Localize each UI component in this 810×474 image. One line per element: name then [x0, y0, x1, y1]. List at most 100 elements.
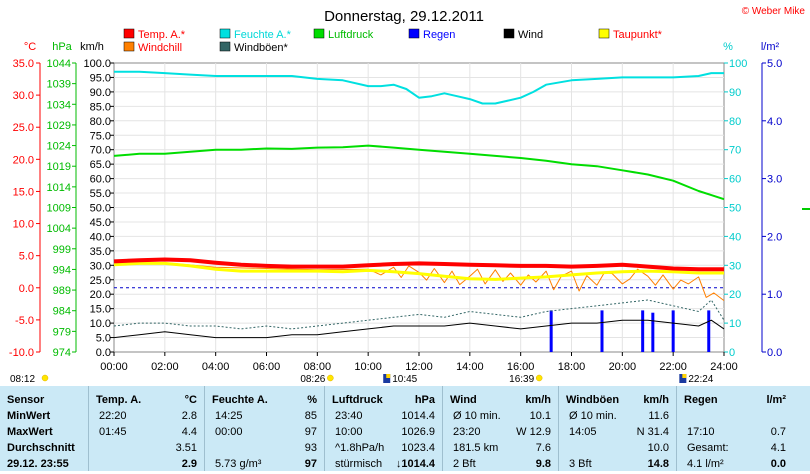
- stats-row: 01:45 4.4: [89, 426, 205, 442]
- pressure-tick-label: 999: [53, 244, 71, 256]
- sun-event-label: 10:45: [392, 374, 417, 385]
- stats-cell-value: 14.8: [647, 458, 669, 470]
- stats-header-row: Luftdruck hPa: [325, 394, 443, 410]
- stats-header-row: Sensor: [0, 394, 88, 410]
- legend-swatch: [219, 41, 231, 52]
- moon-icon-fill: [386, 374, 391, 378]
- legend-swatch: [313, 28, 325, 39]
- time-tick-label: 20:00: [609, 361, 637, 373]
- wind-tick-label: 60.0: [90, 174, 111, 186]
- pressure-tick-label: 1034: [47, 99, 71, 111]
- stats-unit: hPa: [414, 394, 435, 406]
- stats-row-label: MaxWert: [7, 426, 53, 438]
- sun-event-label: 08:12: [10, 374, 35, 385]
- stats-row-label: MinWert: [7, 410, 51, 422]
- humidity-axis-unit: %: [723, 41, 733, 53]
- series-line-windchill: [113, 262, 725, 301]
- pressure-tick-label: 1019: [47, 161, 71, 173]
- stats-cell-value: 3.51: [175, 442, 197, 454]
- stats-row: 17:10 0.7: [677, 426, 794, 442]
- humidity-tick-label: 80: [729, 116, 741, 128]
- temp-tick-label: 15.0: [13, 186, 34, 198]
- legend-label: Windchill: [138, 42, 182, 54]
- time-tick-label: 24:00: [710, 361, 738, 373]
- stats-column: Sensor MinWert MaxWert Durchschnitt 29.12. 2…: [0, 386, 88, 471]
- stats-cell-value: 85: [304, 410, 317, 422]
- stats-column: Temp. A. °C 22:20 2.8 01:45 4.4 3.51 2.9: [88, 386, 205, 471]
- stats-row: 2 Bft 9.8: [443, 458, 559, 474]
- legend-label: Windböen*: [234, 42, 289, 54]
- time-axis: 00:00 02:00 04:00 06:00 08:00 10:00 12:00 14:00…: [100, 352, 738, 373]
- stats-row: [677, 410, 794, 426]
- stats-row: 5.73 g/m³ 97: [205, 458, 325, 474]
- time-tick-label: 00:00: [100, 361, 128, 373]
- stats-cell-value: W 12.9: [516, 426, 551, 438]
- time-tick-label: 18:00: [558, 361, 586, 373]
- time-tick-label: 12:00: [405, 361, 433, 373]
- pressure-tick-label: 1029: [47, 120, 71, 132]
- series-line-luftdruck: [113, 144, 725, 201]
- stats-unit: °C: [184, 394, 197, 406]
- stats-cell-time: 181.5 km: [453, 442, 499, 454]
- stats-cell-value: 2.8: [181, 410, 197, 422]
- stats-cell-time: 2 Bft: [453, 458, 476, 470]
- stats-row-label: 29.12. 23:55: [7, 458, 69, 470]
- pressure-tick-label: 1009: [47, 203, 71, 215]
- wind-tick-label: 25.0: [90, 275, 111, 287]
- temp-tick-label: 30.0: [13, 90, 34, 102]
- rain-tick-label: 2.0: [767, 231, 782, 243]
- stats-cell-time: 22:20: [99, 410, 127, 422]
- stats-cell-value: 1026.9: [401, 426, 435, 438]
- legend-swatch: [123, 28, 135, 39]
- stats-row: Ø 10 min. 10.1: [443, 410, 559, 426]
- wind-tick-label: 65.0: [90, 159, 111, 171]
- stats-cell-time: Gesamt:: [687, 442, 729, 454]
- temp-tick-label: 10.0: [13, 219, 34, 231]
- stats-cell-value: 0.0: [770, 458, 786, 470]
- sun-icon: [41, 374, 49, 382]
- stats-unit: km/h: [643, 394, 669, 406]
- wind-axis-unit: km/h: [80, 41, 104, 53]
- stats-row: 3 Bft 14.8: [559, 458, 677, 474]
- wind-tick-label: 5.0: [96, 333, 111, 345]
- stats-row: 14:05 N 31.4: [559, 426, 677, 442]
- humidity-tick-label: 60: [729, 174, 741, 186]
- stats-row: 22:20 2.8: [89, 410, 205, 426]
- stats-row: 181.5 km 7.6: [443, 442, 559, 458]
- stats-cell-time: 17:10: [687, 426, 715, 438]
- stats-header-row: Wind km/h: [443, 394, 559, 410]
- stats-row: MinWert: [0, 410, 88, 426]
- wind-tick-label: 35.0: [90, 246, 111, 258]
- wind-tick-label: 20.0: [90, 289, 111, 301]
- rain-bar: [641, 310, 645, 352]
- stats-row: 10:00 1026.9: [325, 426, 443, 442]
- wind-tick-label: 55.0: [90, 188, 111, 200]
- stats-cell-value: 9.8: [535, 458, 551, 470]
- stats-header: Luftdruck: [332, 394, 383, 406]
- rain-bar: [707, 310, 711, 352]
- pressure-tick-label: 1024: [47, 141, 71, 153]
- stats-header: Windböen: [566, 394, 620, 406]
- stats-cell-time: 10:00: [335, 426, 363, 438]
- time-tick-label: 06:00: [253, 361, 281, 373]
- chart-legend: Temp. A.* Feuchte A.* Luftdruck Regen Wind Ta…: [123, 28, 663, 54]
- stats-unit: %: [307, 394, 317, 406]
- stats-row: 14:25 85: [205, 410, 325, 426]
- temp-tick-label: 0.0: [19, 283, 34, 295]
- legend-label: Taupunkt*: [613, 29, 663, 41]
- stats-cell-value: 97: [304, 458, 317, 470]
- stats-row: 23:40 1014.4: [325, 410, 443, 426]
- rain-tick-label: 3.0: [767, 174, 782, 186]
- legend-label: Wind: [518, 29, 543, 41]
- temp-tick-label: -5.0: [15, 315, 34, 327]
- stats-cell-value: 10.0: [647, 442, 669, 454]
- stats-cell-time: 14:05: [569, 426, 597, 438]
- sun-icon: [535, 374, 543, 382]
- series-layer: [113, 70, 725, 352]
- legend-item: Feuchte A.*: [219, 28, 292, 41]
- stats-cell-time: 14:25: [215, 410, 243, 422]
- stats-cell-time: 23:40: [335, 410, 363, 422]
- rain-tick-label: 4.0: [767, 116, 782, 128]
- rain-bar: [600, 310, 604, 352]
- stats-table: Sensor MinWert MaxWert Durchschnitt 29.12. 2…: [0, 386, 810, 471]
